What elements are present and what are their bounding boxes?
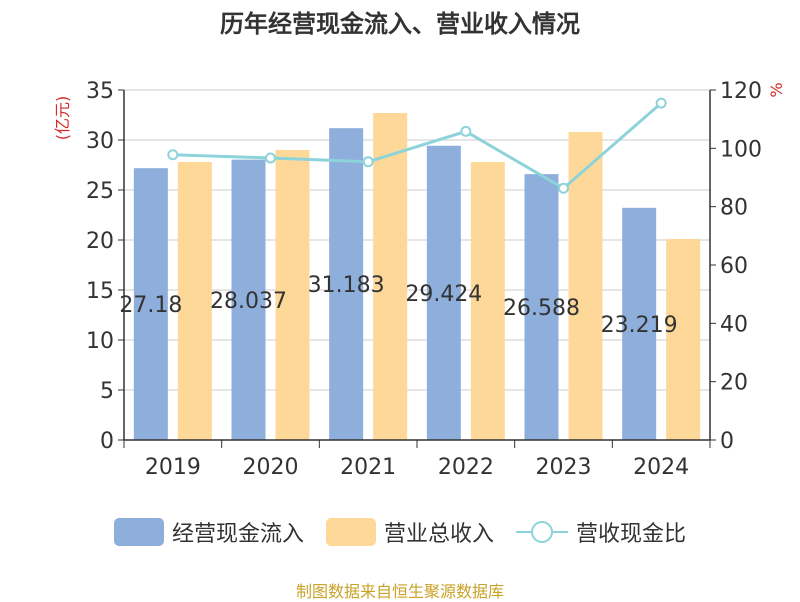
legend-swatch-revenue bbox=[325, 518, 376, 546]
ratio-point bbox=[167, 149, 179, 161]
bar-data-label: 31.183 bbox=[308, 273, 385, 298]
ratio-line-path bbox=[172, 101, 663, 191]
ratio-point bbox=[460, 125, 472, 137]
y-right-tick-label: 120 bbox=[720, 79, 762, 104]
bar-revenue bbox=[275, 150, 310, 440]
bar-revenue bbox=[666, 239, 701, 440]
x-tick-label: 2023 bbox=[536, 455, 592, 480]
y-right-tick-label: 60 bbox=[720, 254, 748, 279]
bar-cash-inflow bbox=[231, 159, 266, 440]
bar-cash-inflow bbox=[524, 174, 559, 440]
y-left-tick-label: 20 bbox=[86, 229, 114, 254]
data-labels: 27.18 28.037 31.183 29.424 26.588 23.219 bbox=[119, 273, 677, 338]
bar-data-label: 27.18 bbox=[119, 293, 182, 318]
legend-item-revenue[interactable]: 营业总收入 bbox=[325, 516, 494, 548]
x-tick-label: 2021 bbox=[340, 455, 396, 480]
y-right-tick-label: 100 bbox=[720, 137, 762, 162]
bar-cash-inflow bbox=[329, 128, 364, 441]
bar-data-label: 28.037 bbox=[210, 289, 287, 314]
legend-item-cash-inflow[interactable]: 经营现金流入 bbox=[113, 516, 304, 548]
legend: 经营现金流入 营业总收入 营收现金比 bbox=[0, 516, 800, 548]
y-right-tick-label: 40 bbox=[720, 312, 748, 337]
bar-data-label: 29.424 bbox=[405, 282, 482, 307]
bar-data-label: 23.219 bbox=[601, 313, 678, 338]
y-left-tick-label: 10 bbox=[86, 329, 114, 354]
ratio-line bbox=[167, 97, 667, 194]
y-right-tick-label: 20 bbox=[720, 371, 748, 396]
ratio-point bbox=[558, 182, 569, 194]
y-left-tick-label: 5 bbox=[100, 379, 114, 404]
legend-swatch-cash-inflow bbox=[113, 518, 164, 546]
ratio-point bbox=[265, 152, 276, 164]
y-left-tick-label: 25 bbox=[86, 179, 114, 204]
x-tick-label: 2019 bbox=[145, 455, 201, 480]
bar-revenue bbox=[373, 113, 408, 440]
bar-revenue bbox=[568, 132, 603, 440]
y-left-tick-label: 30 bbox=[86, 129, 114, 154]
y-right-tick-label: 80 bbox=[720, 196, 748, 221]
source-note: 制图数据来自恒生聚源数据库 bbox=[295, 582, 504, 601]
y-left-tick-label: 15 bbox=[86, 279, 114, 304]
bar-data-label: 26.588 bbox=[503, 296, 580, 321]
axes: 0 5 10 15 20 25 30 35 0 20 40 60 80 100 120 (亿元)% 2019 20… bbox=[53, 79, 786, 480]
legend-swatch-ratio bbox=[516, 518, 568, 546]
chart-title: 历年经营现金流入、营业收入情况 bbox=[220, 10, 580, 38]
legend-item-ratio[interactable]: 营收现金比 bbox=[516, 516, 686, 548]
bar-revenue bbox=[470, 162, 505, 440]
legend-label-ratio: 营收现金比 bbox=[576, 522, 687, 547]
legend-label-revenue: 营业总收入 bbox=[383, 522, 494, 547]
x-tick-label: 2020 bbox=[243, 455, 299, 480]
x-tick-label: 2024 bbox=[633, 455, 689, 480]
grid-lines bbox=[124, 89, 710, 391]
y-left-axis-label: (亿元) bbox=[53, 96, 72, 141]
y-left-tick-label: 0 bbox=[100, 429, 114, 454]
y-right-axis-label: % bbox=[767, 82, 786, 97]
bar-cash-inflow bbox=[622, 207, 657, 440]
bars bbox=[133, 113, 701, 441]
bar-cash-inflow bbox=[133, 168, 168, 440]
legend-label-cash-inflow: 经营现金流入 bbox=[171, 522, 304, 547]
bar-revenue bbox=[177, 162, 212, 440]
bar-cash-inflow bbox=[426, 145, 461, 440]
ratio-point bbox=[655, 97, 667, 109]
y-left-tick-label: 35 bbox=[86, 79, 114, 104]
ratio-point bbox=[362, 156, 374, 168]
y-right-tick-label: 0 bbox=[720, 429, 734, 454]
chart-plot: 0 5 10 15 20 25 30 35 0 20 40 60 80 100 120 (亿元)% 2019 20… bbox=[53, 79, 786, 480]
x-tick-label: 2022 bbox=[438, 455, 494, 480]
